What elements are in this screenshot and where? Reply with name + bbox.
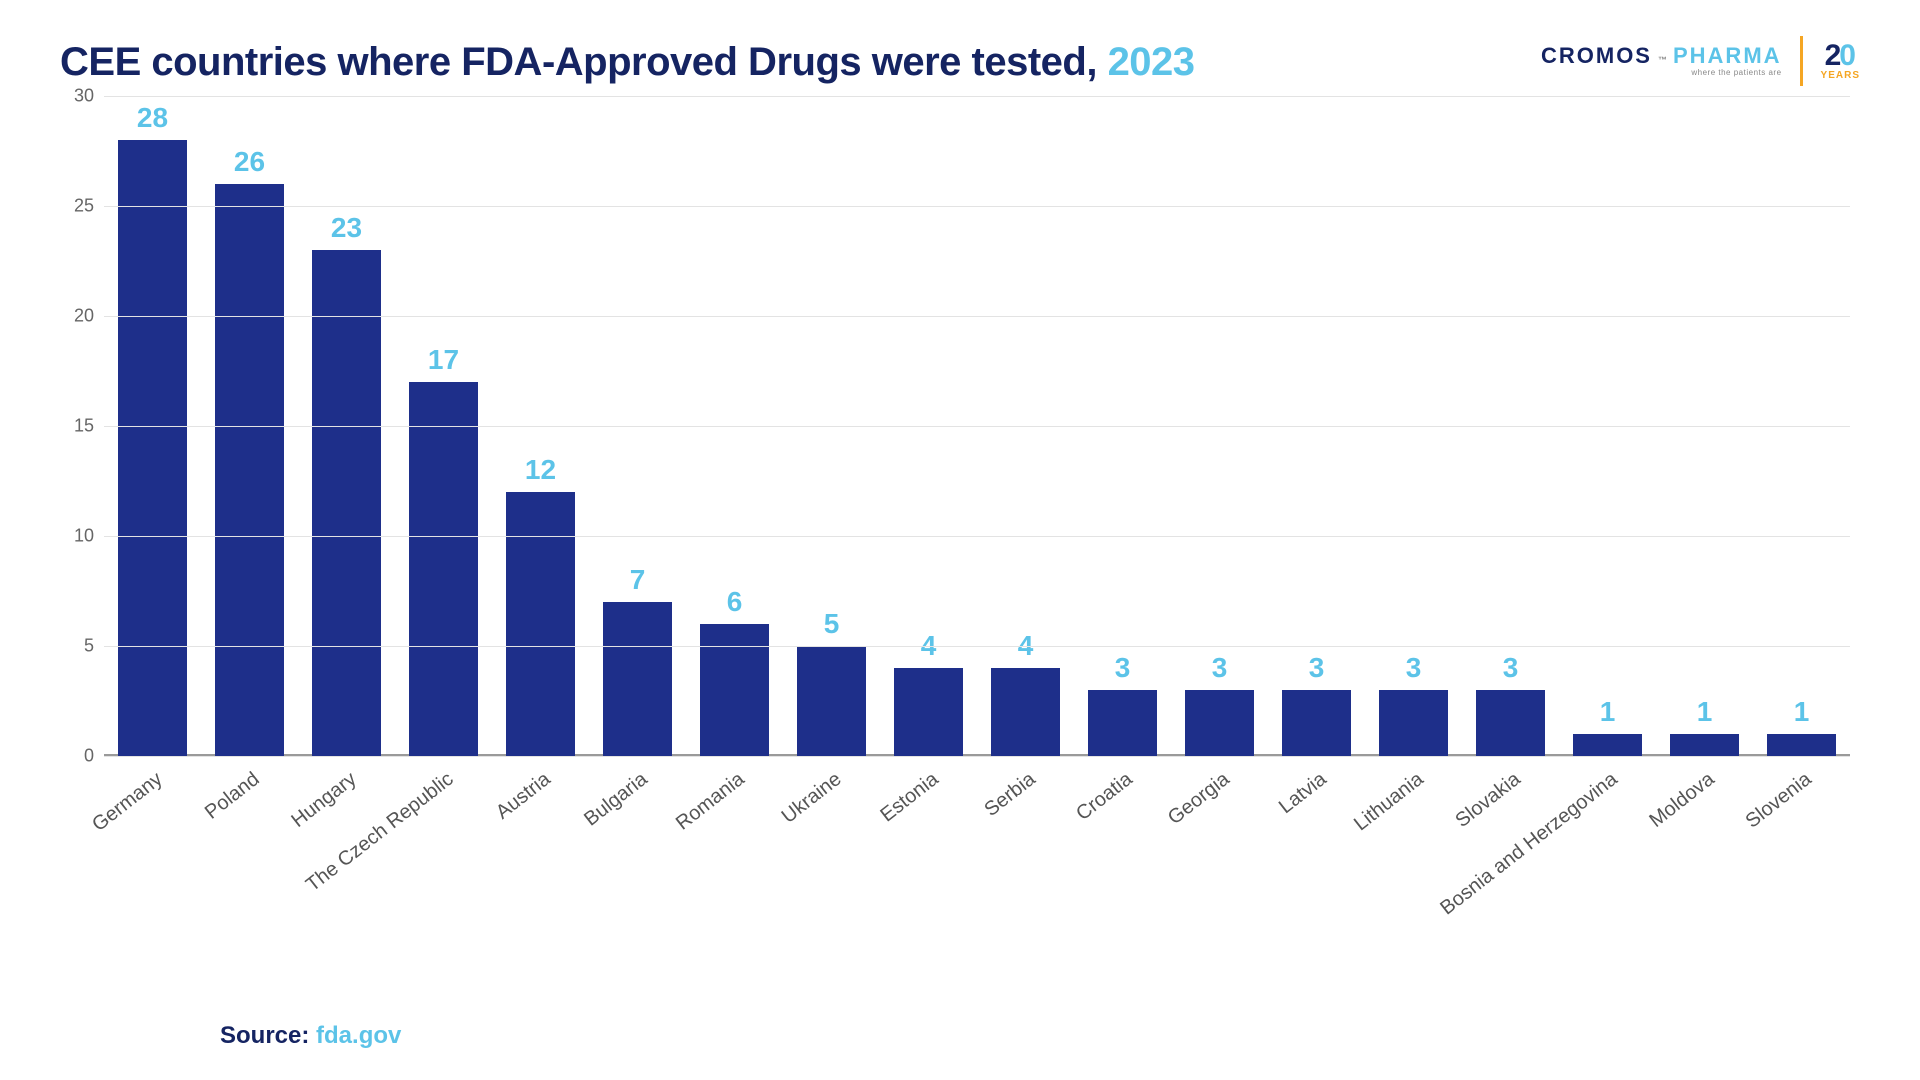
logo-tm: ™ bbox=[1658, 56, 1669, 65]
x-axis-label: Poland bbox=[200, 768, 263, 824]
y-tick-label: 20 bbox=[74, 306, 94, 327]
x-label-slot: Romania bbox=[686, 756, 783, 936]
bar-value-label: 3 bbox=[1212, 652, 1228, 684]
x-axis-label: Serbia bbox=[980, 768, 1040, 822]
x-label-slot: Croatia bbox=[1074, 756, 1171, 936]
bar-value-label: 6 bbox=[727, 586, 743, 618]
y-tick-label: 15 bbox=[74, 416, 94, 437]
plot-area: 28262317127654433333111 051015202530 bbox=[104, 96, 1850, 756]
bar-rect bbox=[506, 492, 576, 756]
bar-value-label: 12 bbox=[525, 454, 556, 486]
brand-logo: CROMOS ™ PHARMA where the patients are 20… bbox=[1541, 36, 1860, 86]
logo-anniversary: 20 YEARS bbox=[1821, 41, 1860, 81]
bar-value-label: 28 bbox=[137, 102, 168, 134]
bar-value-label: 5 bbox=[824, 608, 840, 640]
bar-rect bbox=[1573, 734, 1643, 756]
bar-value-label: 23 bbox=[331, 212, 362, 244]
bar-chart: 28262317127654433333111 051015202530 Ger… bbox=[60, 96, 1860, 936]
grid-line bbox=[104, 426, 1850, 427]
bar-rect bbox=[1088, 690, 1158, 756]
x-label-slot: Latvia bbox=[1268, 756, 1365, 936]
bar-rect bbox=[797, 646, 867, 756]
x-label-slot: Germany bbox=[104, 756, 201, 936]
x-axis-labels: GermanyPoland Hungary The Czech RepublicAu… bbox=[104, 756, 1850, 936]
bar-value-label: 26 bbox=[234, 146, 265, 178]
logo-wordmark: CROMOS ™ PHARMA bbox=[1541, 45, 1782, 67]
logo-text: CROMOS ™ PHARMA where the patients are bbox=[1541, 45, 1782, 77]
x-axis-label: Slovakia bbox=[1451, 768, 1525, 833]
logo-pharma: PHARMA bbox=[1673, 45, 1782, 67]
bar-rect bbox=[1379, 690, 1449, 756]
x-label-slot: Serbia bbox=[977, 756, 1074, 936]
x-label-slot: Georgia bbox=[1171, 756, 1268, 936]
x-label-slot: Bosnia and Herzegovina bbox=[1559, 756, 1656, 936]
bar-rect bbox=[1282, 690, 1352, 756]
bar-value-label: 3 bbox=[1309, 652, 1325, 684]
grid-line bbox=[104, 646, 1850, 647]
x-axis-label: Croatia bbox=[1072, 768, 1137, 826]
header: CEE countries where FDA-Approved Drugs w… bbox=[60, 40, 1860, 86]
source-link: fda.gov bbox=[316, 1022, 401, 1049]
bar-value-label: 1 bbox=[1600, 696, 1616, 728]
y-tick-label: 30 bbox=[74, 86, 94, 107]
grid-line bbox=[104, 536, 1850, 537]
logo-20-zero: 0 bbox=[1839, 41, 1856, 71]
title-main: CEE countries where FDA-Approved Drugs w… bbox=[60, 40, 1108, 84]
bar-value-label: 1 bbox=[1697, 696, 1713, 728]
bar-value-label: 3 bbox=[1503, 652, 1519, 684]
bar-value-label: 1 bbox=[1794, 696, 1810, 728]
logo-divider bbox=[1800, 36, 1803, 86]
y-tick-label: 10 bbox=[74, 526, 94, 547]
source-label: Source: bbox=[220, 1022, 316, 1049]
x-axis-label: Latvia bbox=[1274, 768, 1330, 819]
grid-line bbox=[104, 206, 1850, 207]
bar-rect bbox=[1476, 690, 1546, 756]
bar-value-label: 3 bbox=[1406, 652, 1422, 684]
y-tick-label: 25 bbox=[74, 196, 94, 217]
title-year: 2023 bbox=[1108, 40, 1195, 84]
logo-tagline: where the patients are bbox=[1541, 69, 1782, 77]
bar-rect bbox=[118, 140, 188, 756]
x-label-slot: Poland bbox=[201, 756, 298, 936]
x-axis-label: Ukraine bbox=[777, 768, 845, 829]
grid-line bbox=[104, 316, 1850, 317]
x-axis-label: Bulgaria bbox=[580, 768, 652, 831]
bar-rect bbox=[215, 184, 285, 756]
bar-rect bbox=[700, 624, 770, 756]
grid-line bbox=[104, 96, 1850, 97]
bar-rect bbox=[409, 382, 479, 756]
y-tick-label: 5 bbox=[84, 636, 94, 657]
bar-value-label: 7 bbox=[630, 564, 646, 596]
bar-value-label: 3 bbox=[1115, 652, 1131, 684]
logo-cromos: CROMOS bbox=[1541, 45, 1652, 67]
x-label-slot: Estonia bbox=[880, 756, 977, 936]
bar-value-label: 17 bbox=[428, 344, 459, 376]
x-label-slot: Slovenia bbox=[1753, 756, 1850, 936]
x-axis-label: Hungary bbox=[287, 768, 361, 833]
bar-rect bbox=[991, 668, 1061, 756]
bar-rect bbox=[894, 668, 964, 756]
chart-title: CEE countries where FDA-Approved Drugs w… bbox=[60, 40, 1195, 85]
x-axis-label: Germany bbox=[88, 768, 167, 837]
x-axis-label: Slovenia bbox=[1741, 768, 1816, 833]
x-label-slot: Austria bbox=[492, 756, 589, 936]
logo-20-number: 20 bbox=[1825, 41, 1856, 71]
bar-rect bbox=[312, 250, 382, 756]
logo-20-years: YEARS bbox=[1821, 71, 1860, 81]
bar-rect bbox=[1185, 690, 1255, 756]
slide-root: CEE countries where FDA-Approved Drugs w… bbox=[0, 0, 1920, 1080]
source-citation: Source: fda.gov bbox=[220, 1022, 401, 1050]
bar-rect bbox=[1767, 734, 1837, 756]
x-axis-label: Georgia bbox=[1163, 768, 1233, 830]
y-tick-label: 0 bbox=[84, 746, 94, 767]
x-axis-label: Austria bbox=[491, 768, 554, 824]
bar-rect bbox=[1670, 734, 1740, 756]
x-axis-label: Estonia bbox=[876, 768, 943, 827]
bar-rect bbox=[603, 602, 673, 756]
x-label-slot: Moldova bbox=[1656, 756, 1753, 936]
x-axis-label: Moldova bbox=[1645, 768, 1719, 833]
x-label-slot: The Czech Republic bbox=[395, 756, 492, 936]
x-label-slot: Ukraine bbox=[783, 756, 880, 936]
x-label-slot: Bulgaria bbox=[589, 756, 686, 936]
